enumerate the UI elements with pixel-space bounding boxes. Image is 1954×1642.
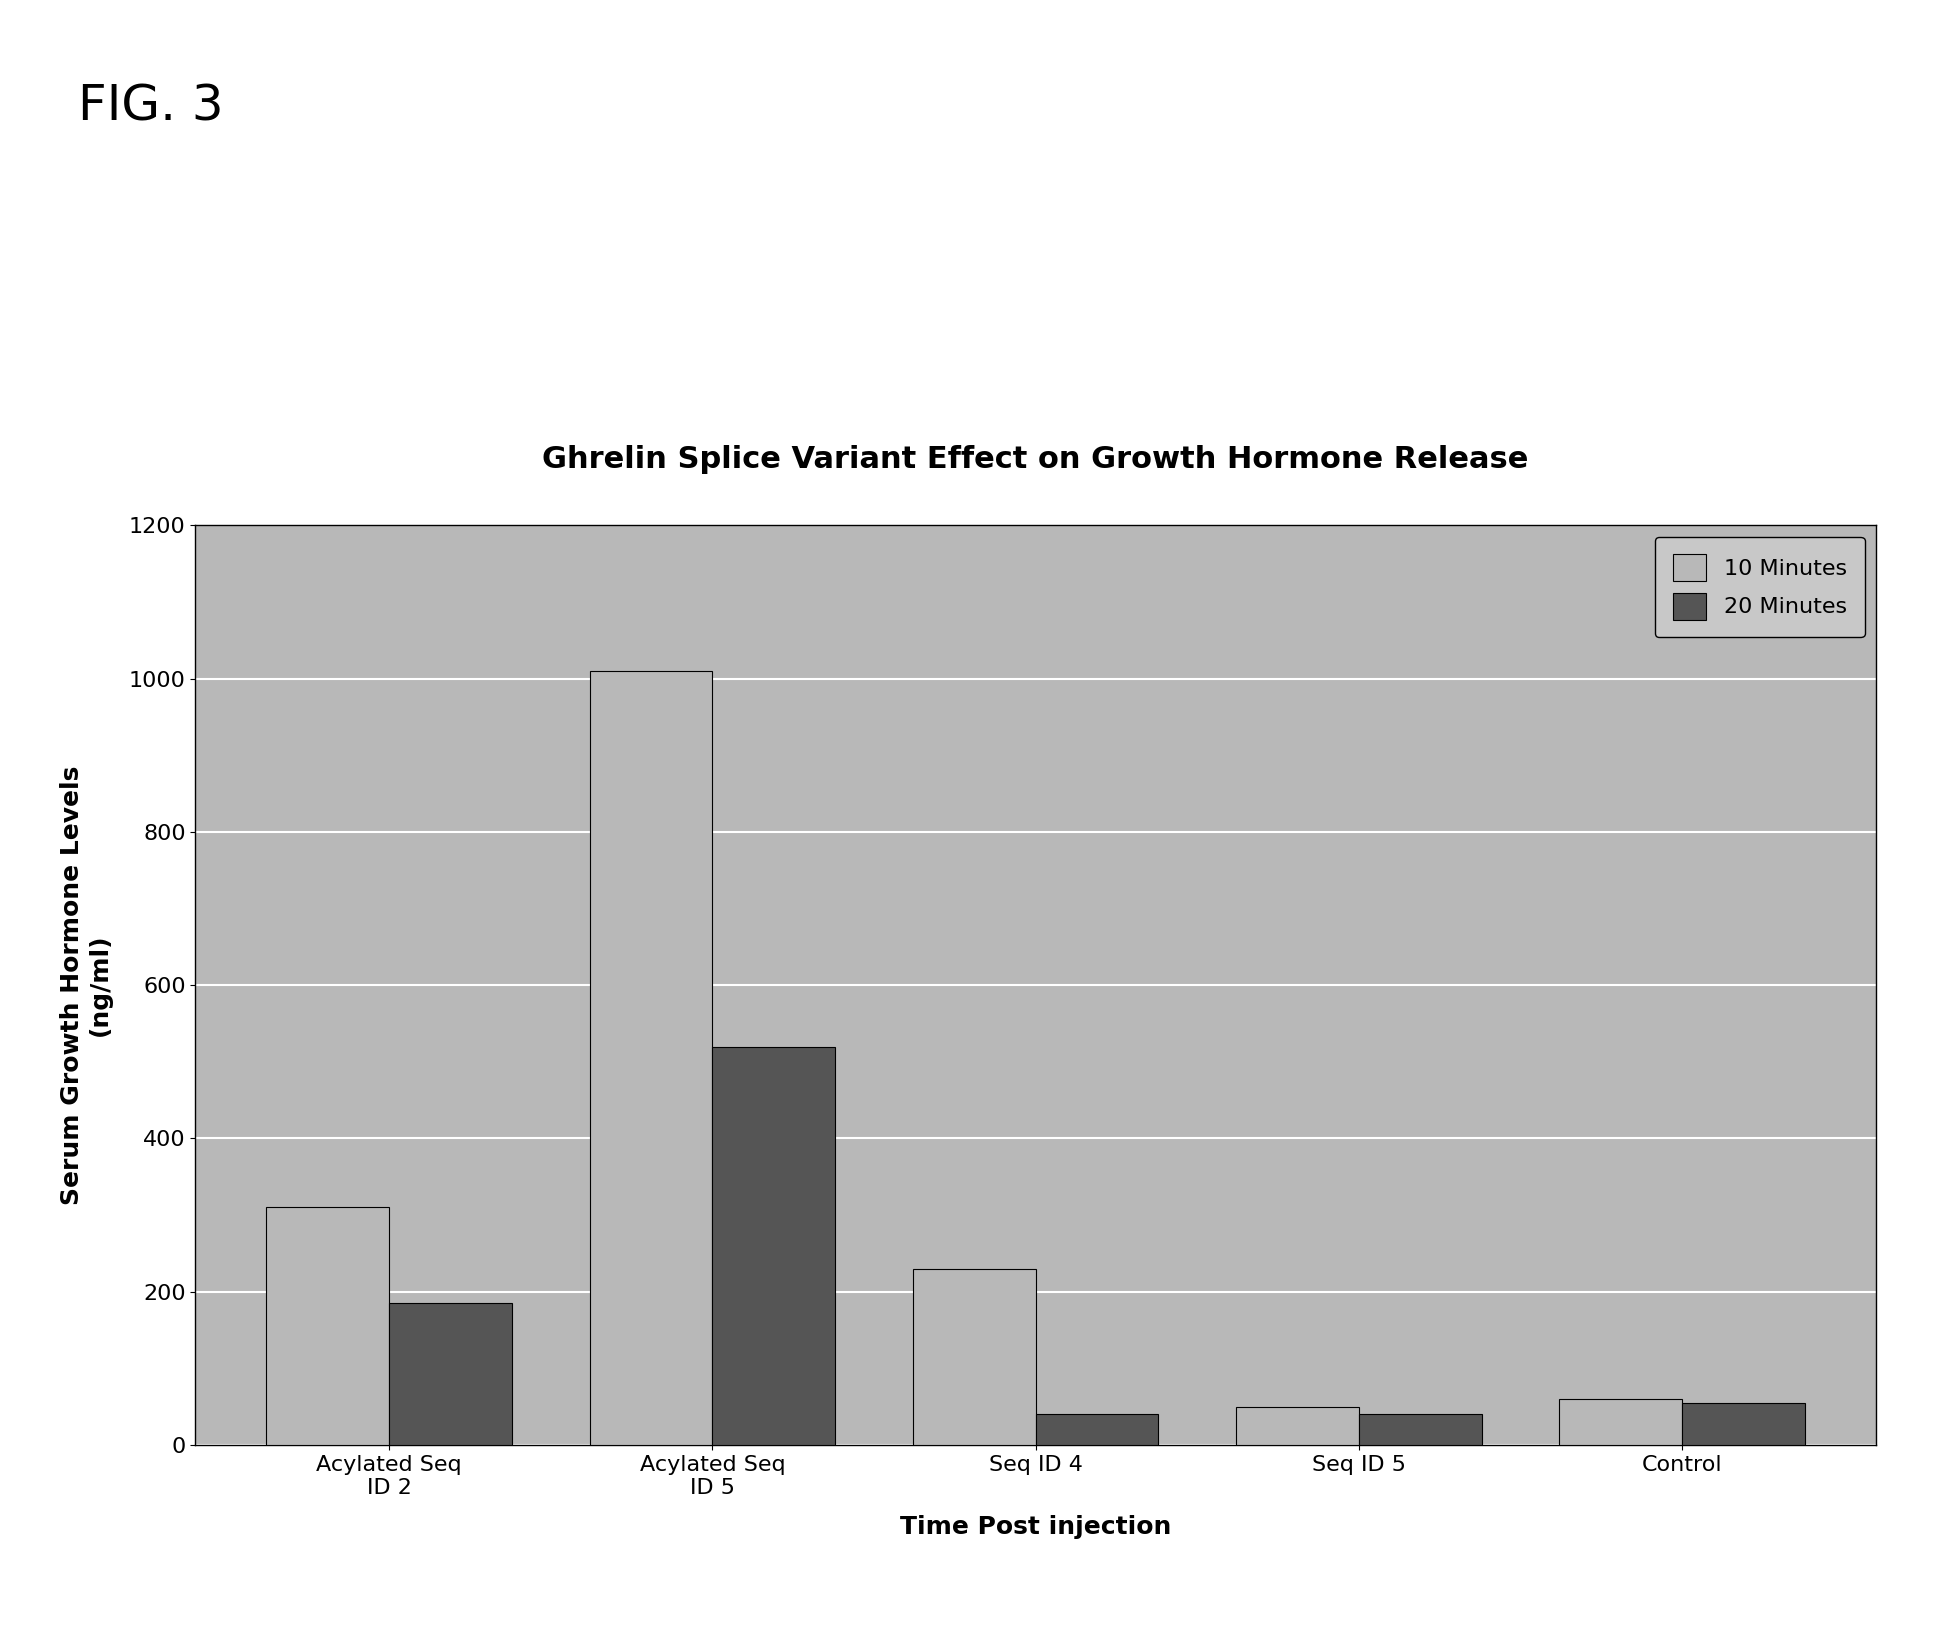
- Text: Ghrelin Splice Variant Effect on Growth Hormone Release: Ghrelin Splice Variant Effect on Growth …: [543, 445, 1528, 475]
- Y-axis label: Serum Growth Hormone Levels
(ng/ml): Serum Growth Hormone Levels (ng/ml): [61, 765, 111, 1205]
- Bar: [590, 672, 713, 1445]
- Bar: [1358, 1414, 1481, 1445]
- Bar: [1036, 1414, 1159, 1445]
- Bar: [266, 1207, 389, 1445]
- Bar: [913, 1269, 1036, 1445]
- Bar: [1559, 1399, 1682, 1445]
- Bar: [1682, 1402, 1805, 1445]
- Text: FIG. 3: FIG. 3: [78, 82, 225, 130]
- Bar: [713, 1046, 834, 1445]
- X-axis label: Time Post injection: Time Post injection: [901, 1514, 1170, 1539]
- Legend: 10 Minutes, 20 Minutes: 10 Minutes, 20 Minutes: [1655, 537, 1864, 637]
- Bar: [1237, 1407, 1358, 1445]
- Bar: [389, 1304, 512, 1445]
